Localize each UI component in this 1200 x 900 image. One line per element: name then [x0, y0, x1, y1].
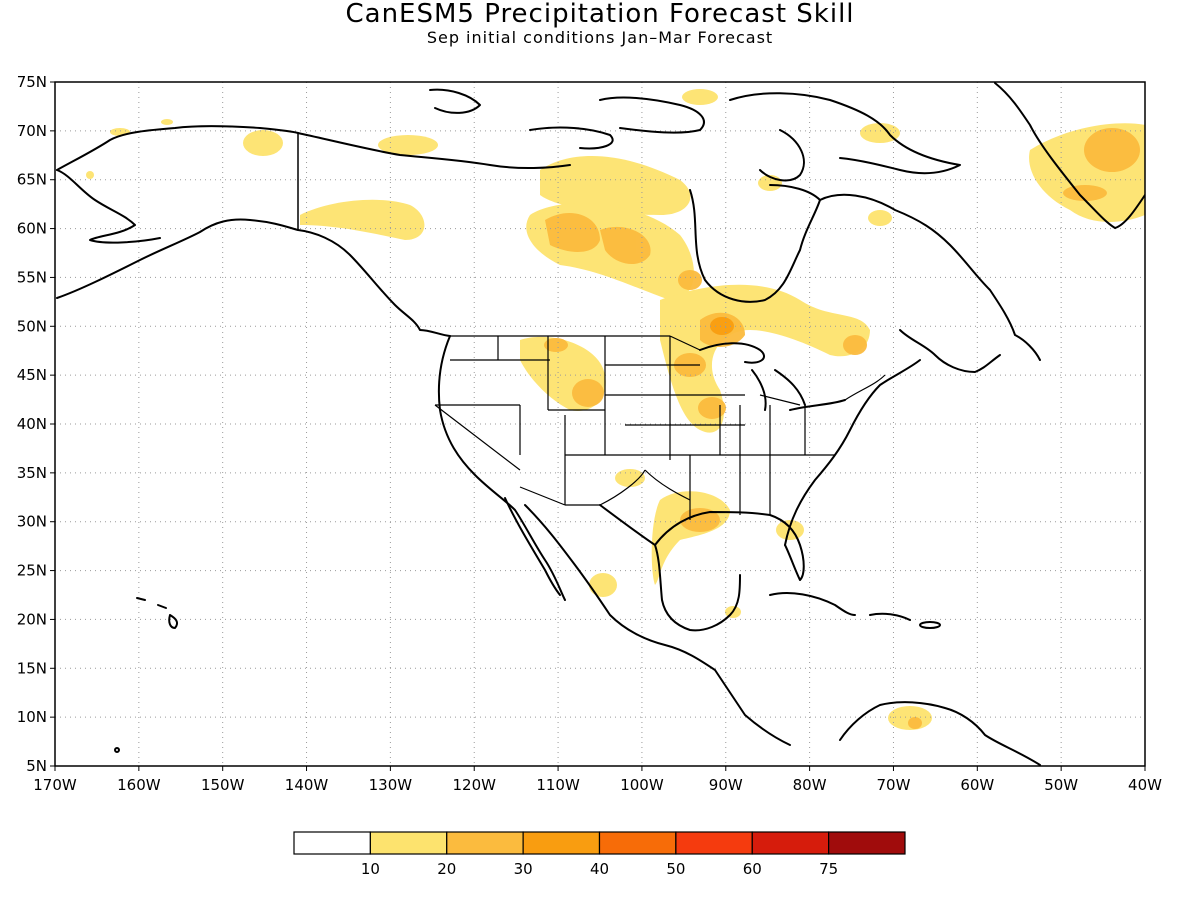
- lat-label: 35N: [17, 464, 47, 482]
- colorbar-swatch: [293, 831, 371, 855]
- lat-label: 60N: [17, 220, 47, 238]
- colorbar-tick-label: 30: [514, 860, 533, 878]
- lon-label: 160W: [117, 776, 161, 794]
- colorbar: 10 20 30 40 50 60 75: [293, 831, 906, 878]
- lon-label: 100W: [620, 776, 664, 794]
- lon-label: 90W: [709, 776, 743, 794]
- colorbar-tick-label: 50: [666, 860, 685, 878]
- map-subtitle: Sep initial conditions Jan–Mar Forecast: [426, 28, 774, 47]
- lon-label: 50W: [1044, 776, 1078, 794]
- colorbar-tick-label: 75: [819, 860, 838, 878]
- longitude-labels: 170W 160W 150W 140W 130W 120W 110W 100W 90W 80W 70…: [33, 776, 1162, 794]
- lon-label: 60W: [960, 776, 994, 794]
- lat-label: 50N: [17, 317, 47, 335]
- lon-label: 80W: [793, 776, 827, 794]
- lon-label: 40W: [1128, 776, 1162, 794]
- lon-label: 110W: [536, 776, 580, 794]
- lat-label: 70N: [17, 122, 47, 140]
- colorbar-swatch: [522, 831, 601, 855]
- colorbar-tick-label: 60: [743, 860, 762, 878]
- lat-label: 55N: [17, 268, 47, 286]
- lat-label: 45N: [17, 366, 47, 384]
- lat-label: 10N: [17, 708, 47, 726]
- colorbar-swatch: [598, 831, 677, 855]
- map-title: CanESM5 Precipitation Forecast Skill: [345, 0, 855, 29]
- lon-label: 130W: [369, 776, 413, 794]
- lon-label: 170W: [33, 776, 77, 794]
- axis-ticks: [50, 81, 1146, 771]
- lon-label: 120W: [452, 776, 496, 794]
- lat-label: 25N: [17, 562, 47, 580]
- political-borders: [434, 335, 886, 520]
- latitude-labels: 75N 70N 65N 60N 55N 50N 45N 40N 35N 30N 25N 20N 15N 1…: [17, 73, 47, 775]
- lat-label: 40N: [17, 415, 47, 433]
- lat-label: 20N: [17, 610, 47, 628]
- colorbar-swatch: [751, 831, 830, 855]
- lat-label: 30N: [17, 513, 47, 531]
- colorbar-swatch: [369, 831, 448, 855]
- lat-label: 65N: [17, 171, 47, 189]
- colorbar-tick-label: 40: [590, 860, 609, 878]
- coastlines: [56, 82, 1145, 766]
- colorbar-swatch: [446, 831, 524, 855]
- lon-label: 70W: [877, 776, 911, 794]
- lon-label: 140W: [285, 776, 329, 794]
- lon-label: 150W: [201, 776, 245, 794]
- colorbar-swatch: [675, 831, 753, 855]
- lat-label: 5N: [26, 757, 47, 775]
- lat-label: 15N: [17, 659, 47, 677]
- map-gridlines: [55, 82, 1145, 766]
- skill-shading: [86, 89, 1145, 730]
- colorbar-swatch: [828, 831, 906, 855]
- colorbar-tick-label: 10: [361, 860, 380, 878]
- colorbar-tick-label: 20: [437, 860, 456, 878]
- lat-label: 75N: [17, 73, 47, 91]
